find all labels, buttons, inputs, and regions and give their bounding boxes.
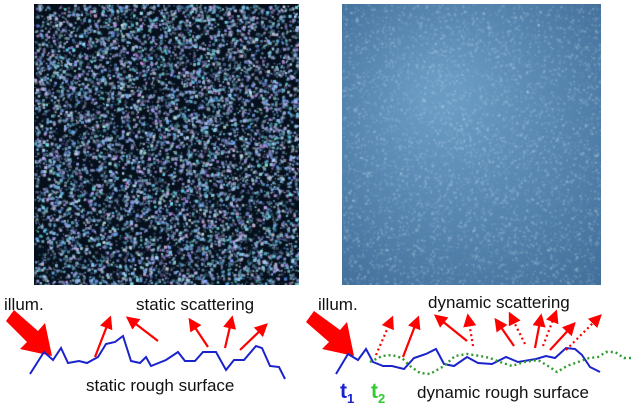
left-illum-label: illum. — [4, 295, 44, 314]
time-label-t1: t1 — [340, 380, 355, 407]
right-surface-label: dynamic rough surface — [417, 383, 589, 402]
right-scattering-arrows-dotted — [374, 309, 602, 356]
right-scattering-arrows-solid — [401, 313, 576, 358]
right-illumination-arrow — [306, 311, 354, 356]
static-speckle-image — [34, 4, 299, 285]
right-illum-label: illum. — [318, 295, 358, 314]
right-scattering-label: dynamic scattering — [428, 293, 570, 312]
dynamic-speckle-image — [342, 4, 601, 285]
left-surface-label: static rough surface — [86, 376, 235, 395]
right-surface-t1 — [335, 346, 601, 375]
left-scattering-arrows — [93, 315, 268, 358]
left-illumination-arrow — [6, 310, 52, 356]
left-static-surface — [29, 334, 286, 380]
time-label-t2: t2 — [371, 380, 386, 407]
right-surface-t2 — [369, 350, 632, 376]
left-scattering-label: static scattering — [136, 295, 255, 314]
